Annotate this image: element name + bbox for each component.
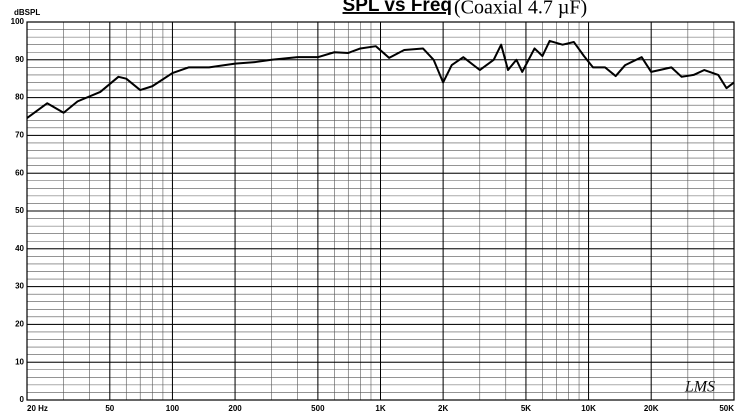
x-tick-label: 50 (105, 404, 114, 413)
x-tick-label: 5K (521, 404, 531, 413)
data-line (26, 39, 735, 119)
x-tick-label: 2K (438, 404, 448, 413)
x-tick-label: 200 (228, 404, 242, 413)
y-tick-label: 80 (15, 93, 24, 102)
x-tick-label: 500 (311, 404, 325, 413)
y-tick-label: 50 (15, 206, 24, 215)
chart-subtitle: (Coaxial 4.7 µF) (454, 0, 587, 19)
x-tick-label: 20 Hz (27, 404, 48, 413)
x-tick-label: 1K (375, 404, 385, 413)
y-tick-label: 60 (15, 168, 24, 177)
y-tick-label: 0 (20, 395, 25, 404)
watermark: LMS (684, 379, 715, 396)
y-tick-label: 100 (11, 17, 25, 26)
y-tick-label: 10 (15, 357, 24, 366)
y-tick-label: 40 (15, 244, 24, 253)
y-tick-label: 20 (15, 320, 24, 329)
y-tick-label: 90 (15, 55, 24, 64)
y-tick-label: 70 (15, 131, 24, 140)
x-tick-label: 100 (166, 404, 180, 413)
x-tick-label: 10K (581, 404, 596, 413)
chart-title: SPL vs Freq (343, 0, 452, 16)
y-tick-label: 30 (15, 282, 24, 291)
y-axis-label: dBSPL (14, 8, 40, 17)
plot-frame (26, 21, 735, 401)
x-tick-label: 50K (719, 404, 734, 413)
x-tick-label: 20K (644, 404, 659, 413)
